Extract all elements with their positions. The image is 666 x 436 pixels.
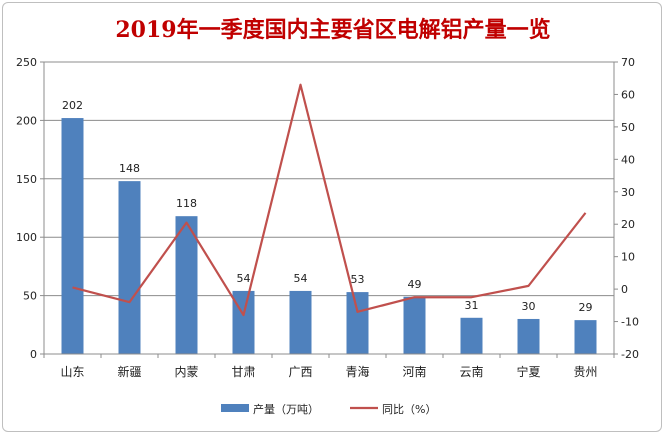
x-tick-label: 贵州: [573, 365, 597, 379]
y-right-tick-label: 40: [621, 153, 635, 166]
x-tick-label: 广西: [288, 365, 312, 379]
y-right-tick-label: -20: [621, 348, 639, 361]
bar-data-label: 29: [579, 301, 593, 314]
y-right-tick-label: 50: [621, 121, 635, 134]
y-left-tick-label: 150: [16, 173, 37, 186]
bar-data-label: 49: [408, 278, 422, 291]
y-right-tick-label: -10: [621, 316, 639, 329]
bar-data-label: 54: [294, 272, 308, 285]
y-right-tick-label: 70: [621, 56, 635, 69]
data-labels: 202 148 118 54 54 53 49 31 30 29: [62, 99, 593, 314]
bar: [574, 320, 597, 354]
x-tick-label: 河南: [402, 364, 426, 379]
bar-data-label: 148: [119, 162, 140, 175]
bar: [346, 292, 369, 354]
y-right-tick-label: 20: [621, 218, 635, 231]
bar-data-label: 31: [465, 299, 479, 312]
y-right-tick-label: 0: [621, 283, 628, 296]
y-right-tick-label: 30: [621, 186, 635, 199]
x-tick-label: 青海: [345, 364, 369, 379]
x-tick-label: 新疆: [117, 364, 141, 379]
legend-bar-label: 产量（万吨）: [253, 402, 319, 416]
bar: [232, 290, 255, 354]
bar-data-label: 30: [522, 300, 536, 313]
bar: [61, 118, 84, 355]
bar: [175, 216, 198, 354]
bar: [289, 290, 312, 354]
y-right-tick-label: 60: [621, 88, 635, 101]
chart-frame: [2, 2, 662, 432]
bar-data-label: 118: [176, 197, 197, 210]
y-left-tick-label: 100: [16, 231, 37, 244]
x-tick-label: 山东: [60, 365, 84, 379]
x-tick-label: 云南: [459, 364, 483, 379]
bar: [403, 296, 426, 354]
y-left-tick-label: 0: [30, 348, 37, 361]
x-tick-label: 宁夏: [516, 364, 540, 379]
x-tick-label: 内蒙: [174, 365, 198, 379]
y-left-tick-label: 50: [23, 290, 37, 303]
bar: [460, 317, 483, 354]
axes: 0 50 100 150 200 250 -20 -10 0 10 20 30 40 50 60 70 山东 新疆…: [16, 56, 639, 379]
bar: [118, 181, 141, 354]
y-right-tick-label: 10: [621, 251, 635, 264]
legend: 产量（万吨） 同比（%）: [221, 402, 436, 416]
x-tick-label: 甘肃: [231, 365, 255, 379]
y-left-tick-label: 250: [16, 56, 37, 69]
line-path: [72, 83, 587, 317]
bar-data-label: 53: [351, 273, 365, 286]
bar-data-label: 54: [237, 272, 251, 285]
bar-series: [61, 118, 597, 355]
bar-data-label: 202: [62, 99, 83, 112]
bar: [517, 318, 540, 354]
y-left-tick-label: 200: [16, 114, 37, 127]
legend-bar-swatch: [221, 404, 249, 412]
chart-title: 2019年一季度国内主要省区电解铝产量一览: [115, 17, 551, 43]
line-series: [72, 83, 587, 317]
legend-line-label: 同比（%）: [382, 403, 436, 416]
